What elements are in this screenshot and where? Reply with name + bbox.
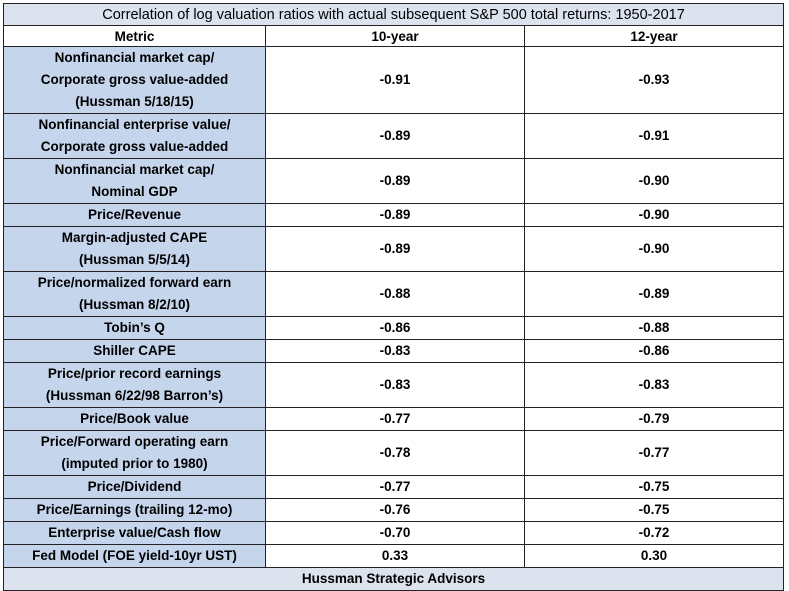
metric-cell: Shiller CAPE <box>3 339 266 363</box>
metric-label-line: Price/Revenue <box>87 207 182 222</box>
metric-label-line: Tobin’s Q <box>104 320 165 335</box>
table-title: Correlation of log valuation ratios with… <box>2 3 785 26</box>
value-10-year: -0.91 <box>265 46 525 114</box>
table-row: Price/Earnings (trailing 12-mo) -0.76 -0.7… <box>3 498 785 522</box>
value-10-year: -0.76 <box>265 498 525 522</box>
value-10-year: -0.83 <box>265 339 525 363</box>
metric-label-line: (Hussman 6/22/98 Barron’s) <box>45 388 224 403</box>
value-12-year: -0.90 <box>523 203 785 227</box>
value-10-year: -0.77 <box>265 475 525 499</box>
footer-row: Hussman Strategic Advisors <box>2 567 785 591</box>
value-12-year: -0.90 <box>523 158 785 204</box>
value-12-year: -0.91 <box>523 113 785 159</box>
value-10-year: -0.83 <box>265 362 525 408</box>
metric-label-line: Nominal GDP <box>91 184 178 199</box>
value-12-year: -0.93 <box>523 46 785 114</box>
value-12-year: -0.72 <box>523 521 785 545</box>
correlation-table-container: Correlation of log valuation ratios with… <box>2 3 785 591</box>
metric-label-line: Enterprise value/Cash flow <box>48 525 221 540</box>
metric-label-line: (imputed prior to 1980) <box>61 456 208 471</box>
value-12-year: -0.75 <box>523 475 785 499</box>
table-row: Shiller CAPE -0.83 -0.86 <box>3 339 785 363</box>
value-10-year: -0.86 <box>265 316 525 340</box>
metric-label-line: Price/Earnings (trailing 12-mo) <box>36 502 233 517</box>
table-row: Margin-adjusted CAPE (Hussman 5/5/14) -0.8… <box>3 226 785 272</box>
header-row: Metric 10-year 12-year <box>3 25 785 47</box>
metric-cell: Price/Dividend <box>3 475 266 499</box>
metric-label-line: Nonfinancial enterprise value/ <box>38 117 231 132</box>
table-row: Price/Revenue -0.89 -0.90 <box>3 203 785 227</box>
value-12-year: -0.79 <box>523 407 785 431</box>
metric-cell: Price/Earnings (trailing 12-mo) <box>3 498 266 522</box>
metric-cell: Price/Book value <box>3 407 266 431</box>
table-row: Price/Book value -0.77 -0.79 <box>3 407 785 431</box>
metric-cell: Nonfinancial enterprise value/Corporate … <box>3 113 266 159</box>
metric-label-line: Fed Model (FOE yield-10yr UST) <box>32 548 237 563</box>
metric-label-line: (Hussman 5/5/14) <box>78 252 191 267</box>
metric-cell: Tobin’s Q <box>3 316 266 340</box>
metric-label-line: Shiller CAPE <box>93 343 176 358</box>
value-12-year: -0.75 <box>523 498 785 522</box>
metric-label-line: Nonfinancial market cap/ <box>54 162 215 177</box>
metric-label-line: Price/Book value <box>80 411 189 426</box>
title-row: Correlation of log valuation ratios with… <box>2 3 785 26</box>
metric-cell: Margin-adjusted CAPE (Hussman 5/5/14) <box>3 226 266 272</box>
column-header-10-year: 10-year <box>265 25 525 47</box>
table-row: Price/prior record earnings (Hussman 6/22… <box>3 362 785 408</box>
column-header-12-year: 12-year <box>523 25 785 47</box>
metric-cell: Enterprise value/Cash flow <box>3 521 266 545</box>
table-row: Price/normalized forward earn (Hussman 8/… <box>3 271 785 317</box>
source-footer: Hussman Strategic Advisors <box>2 567 785 591</box>
value-12-year: -0.90 <box>523 226 785 272</box>
metric-label-line: (Hussman 5/18/15) <box>75 94 194 109</box>
table-row: Fed Model (FOE yield-10yr UST) 0.33 0.30 <box>3 544 785 568</box>
value-10-year: -0.89 <box>265 158 525 204</box>
metric-label-line: Price/Dividend <box>87 479 182 494</box>
metric-label-line: Corporate gross value-added <box>40 72 229 87</box>
value-12-year: -0.86 <box>523 339 785 363</box>
metric-cell: Price/prior record earnings (Hussman 6/22… <box>3 362 266 408</box>
metric-cell: Price/normalized forward earn (Hussman 8/… <box>3 271 266 317</box>
value-10-year: -0.88 <box>265 271 525 317</box>
metric-label-line: Margin-adjusted CAPE <box>61 230 208 245</box>
value-12-year: 0.30 <box>523 544 785 568</box>
table-row: Price/Dividend -0.77 -0.75 <box>3 475 785 499</box>
table-row: Nonfinancial market cap/Corporate gross … <box>3 46 785 114</box>
value-12-year: -0.88 <box>523 316 785 340</box>
value-10-year: 0.33 <box>265 544 525 568</box>
metric-label-line: Corporate gross value-added <box>40 139 229 154</box>
value-10-year: -0.77 <box>265 407 525 431</box>
table-row: Tobin’s Q -0.86 -0.88 <box>3 316 785 340</box>
value-10-year: -0.89 <box>265 113 525 159</box>
table-row: Price/Forward operating earn (imputed pri… <box>3 430 785 476</box>
metric-cell: Fed Model (FOE yield-10yr UST) <box>3 544 266 568</box>
column-header-metric: Metric <box>3 25 266 47</box>
value-10-year: -0.70 <box>265 521 525 545</box>
metric-label-line: Price/prior record earnings <box>47 366 222 381</box>
metric-cell: Price/Revenue <box>3 203 266 227</box>
table-body: Nonfinancial market cap/Corporate gross … <box>3 46 785 568</box>
metric-label-line: (Hussman 8/2/10) <box>78 297 191 312</box>
value-12-year: -0.77 <box>523 430 785 476</box>
value-10-year: -0.89 <box>265 203 525 227</box>
value-10-year: -0.89 <box>265 226 525 272</box>
metric-cell: Nonfinancial market cap/Corporate gross … <box>3 46 266 114</box>
metric-label-line: Nonfinancial market cap/ <box>54 50 215 65</box>
value-10-year: -0.78 <box>265 430 525 476</box>
value-12-year: -0.83 <box>523 362 785 408</box>
table-row: Nonfinancial enterprise value/Corporate … <box>3 113 785 159</box>
metric-label-line: Price/normalized forward earn <box>37 275 232 290</box>
metric-label-line: Price/Forward operating earn <box>40 434 229 449</box>
correlation-table: Correlation of log valuation ratios with… <box>2 3 785 591</box>
metric-cell: Nonfinancial market cap/Nominal GDP <box>3 158 266 204</box>
table-row: Nonfinancial market cap/Nominal GDP -0.89… <box>3 158 785 204</box>
metric-cell: Price/Forward operating earn (imputed pri… <box>3 430 266 476</box>
value-12-year: -0.89 <box>523 271 785 317</box>
table-row: Enterprise value/Cash flow -0.70 -0.72 <box>3 521 785 545</box>
